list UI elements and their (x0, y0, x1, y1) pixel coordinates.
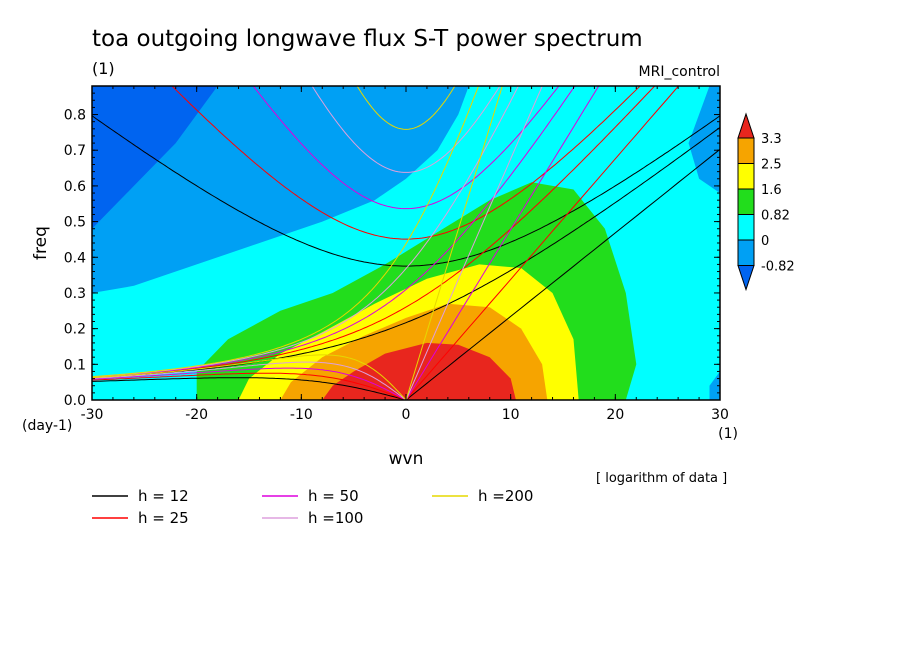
colorbar-segment (737, 214, 755, 241)
kelvin-wave-h25 (405, 86, 680, 400)
legend-label: h = 12 (138, 487, 189, 505)
kelvin-wave-h100 (405, 86, 543, 400)
colorbar-label: 0.82 (761, 209, 790, 224)
inertio-gravity-wave-h200 (356, 86, 456, 130)
chart-subtitle: (1) (92, 59, 115, 78)
x-tick-label: 0 (402, 407, 411, 423)
rossby-wave-h200 (92, 354, 407, 400)
colorbar-segment (737, 239, 755, 266)
legend-label: h = 25 (138, 509, 189, 527)
x-tick-label: 20 (606, 407, 624, 423)
colorbar-label: 0 (761, 234, 769, 249)
rossby-wave-h25 (92, 372, 407, 400)
y-tick-label: 0.5 (64, 215, 86, 231)
dispersion-curves-h100 (92, 86, 543, 400)
field-level-3.3 (322, 342, 516, 400)
y-tick-label: 0.0 (64, 393, 86, 409)
legend-item-h25: h = 25 (92, 509, 189, 527)
field-region-light-blue (92, 86, 469, 293)
kelvin-wave-h50 (405, 86, 600, 400)
mixed-rossby-gravity-wave-h25 (92, 86, 656, 378)
x-tick-label: -20 (185, 407, 208, 423)
rossby-wave-h12 (92, 377, 407, 400)
y-tick-label: 0.1 (64, 357, 86, 373)
legend: h = 12 h = 25 h = 50 h =100 h =200 (92, 487, 533, 527)
inertio-gravity-wave-h50 (252, 86, 560, 210)
mixed-rossby-gravity-wave-h200 (92, 86, 480, 378)
legend-item-h50: h = 50 (262, 487, 359, 505)
legend-item-h100: h =100 (262, 509, 363, 527)
mixed-rossby-gravity-wave-h100 (92, 86, 519, 378)
kelvin-wave-h200 (405, 86, 503, 400)
x-tick-label: -10 (290, 407, 313, 423)
field-region-dark-blue (92, 86, 218, 229)
dispersion-curves-h200 (92, 86, 503, 400)
x-axis-label: wvn (389, 449, 424, 469)
y-tick-label: 0.7 (64, 143, 86, 159)
dispersion-curves-h12 (92, 115, 720, 400)
dispersion-curves-h50 (92, 86, 600, 400)
colorbar: 3.3 2.5 1.6 0.82 0 -0.82 (737, 112, 795, 292)
colorbar-segment (737, 188, 755, 215)
colorbar-label: 3.3 (761, 132, 782, 147)
plot-area (92, 86, 720, 400)
log-note: [ logarithm of data ] (596, 471, 727, 486)
dispersion-curves-h25 (92, 86, 680, 400)
y-tick-label: 0.4 (64, 250, 86, 266)
inertio-gravity-wave-h12 (92, 115, 720, 267)
kelvin-wave-h12 (405, 148, 720, 400)
x-tick-label: -30 (81, 407, 104, 423)
model-label: MRI_control (639, 64, 720, 80)
inertio-gravity-wave-h25 (171, 86, 641, 240)
y-unit-label: (day-1) (22, 418, 72, 434)
colorbar-arrow-top (737, 112, 755, 139)
colorbar-label: 1.6 (761, 183, 782, 198)
x-unit-label: (1) (718, 426, 738, 442)
rossby-wave-h50 (92, 367, 407, 400)
y-axis-label: freq (31, 226, 51, 260)
y-tick-label: 0.8 (64, 108, 86, 124)
x-tick-label: 30 (711, 407, 729, 423)
colorbar-segment (737, 137, 755, 164)
y-tick-label: 0.3 (64, 286, 86, 302)
chart-title: toa outgoing longwave flux S-T power spe… (92, 26, 643, 52)
colorbar-segment (737, 163, 755, 190)
y-tick-label: 0.2 (64, 322, 86, 338)
colorbar-arrow-bottom (737, 265, 755, 292)
inertio-gravity-wave-h100 (311, 86, 501, 173)
legend-item-h200: h =200 (432, 487, 533, 505)
y-tick-label: 0.6 (64, 179, 86, 195)
colorbar-label: 2.5 (761, 158, 782, 173)
legend-item-h12: h = 12 (92, 487, 189, 505)
colorbar-label: -0.82 (761, 260, 795, 275)
rossby-wave-h100 (92, 361, 407, 400)
legend-label: h =100 (308, 509, 363, 527)
legend-label: h = 50 (308, 487, 359, 505)
mixed-rossby-gravity-wave-h50 (92, 86, 576, 378)
x-tick-label: 10 (502, 407, 520, 423)
mixed-rossby-gravity-wave-h12 (92, 126, 720, 379)
legend-label: h =200 (478, 487, 533, 505)
